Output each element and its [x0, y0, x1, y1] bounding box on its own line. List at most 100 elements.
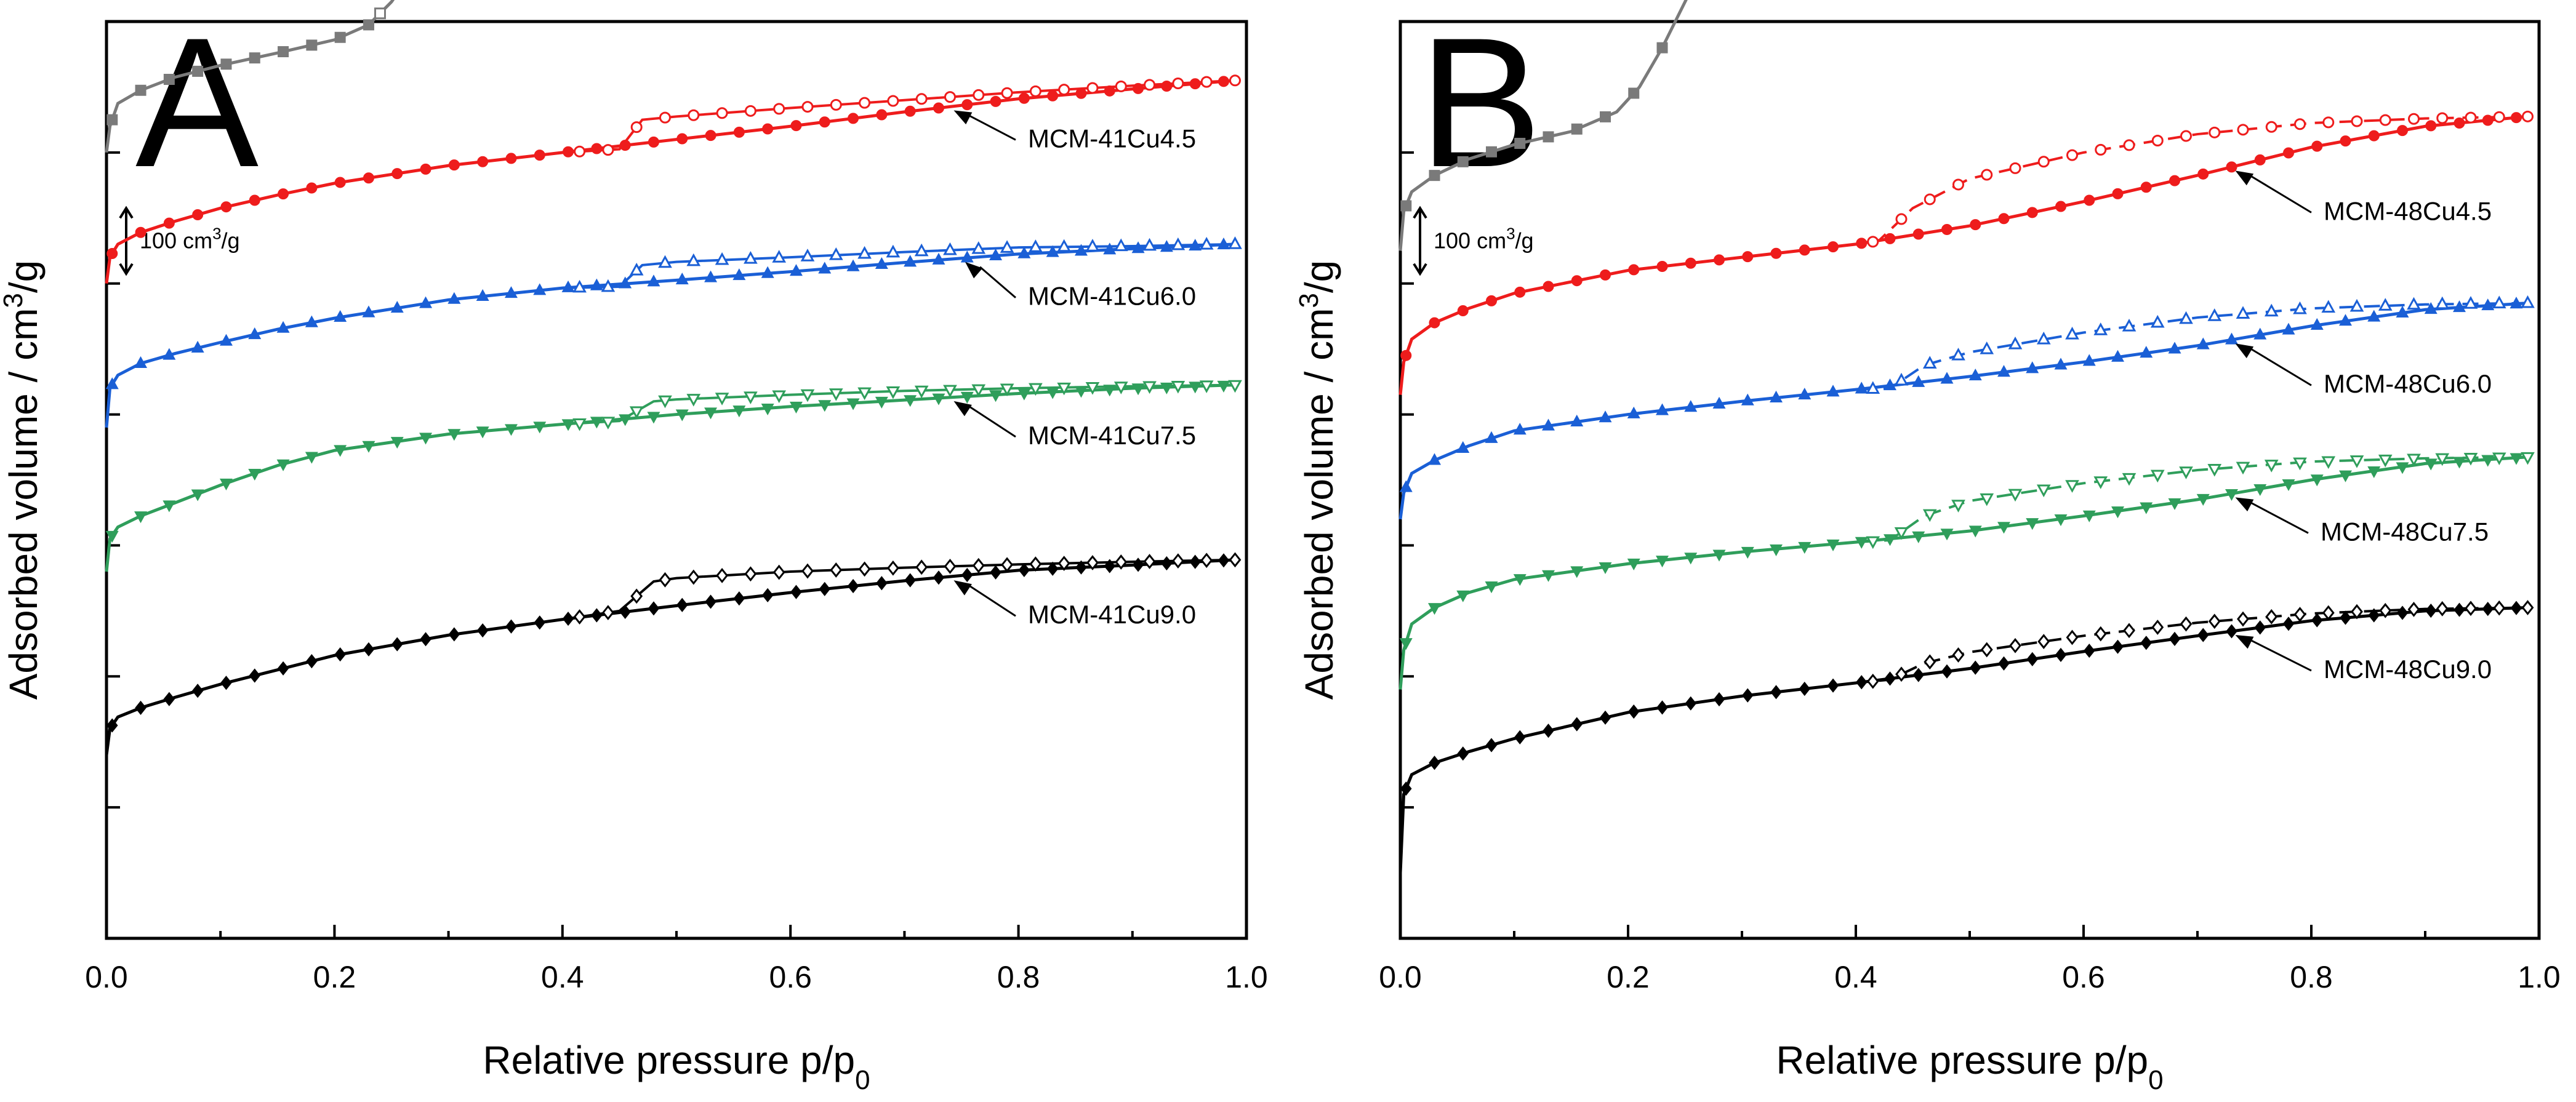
desorption-point: [857, 387, 872, 401]
desorption-point: [1199, 237, 1214, 250]
adsorption-point: [106, 248, 118, 259]
desorption-point: [2321, 456, 2336, 469]
adsorption-point: [2111, 506, 2124, 519]
desorption-point: [2378, 298, 2393, 311]
adsorption-point: [1217, 380, 1230, 393]
desorption-point: [800, 249, 815, 262]
adsorption-point: [220, 201, 232, 213]
adsorption-point: [1189, 239, 1202, 251]
adsorption-point: [2226, 161, 2237, 173]
label-arrowhead: [953, 401, 972, 417]
adsorption-point: [2482, 114, 2494, 126]
adsorption-point: [2225, 489, 2238, 501]
adsorption-point: [1713, 254, 1725, 266]
desorption-point: [2465, 601, 2477, 617]
desorption-point: [772, 250, 787, 263]
adsorption-point: [2226, 624, 2237, 639]
adsorption-point: [1742, 251, 1754, 262]
adsorption-point: [1399, 480, 1413, 492]
x-tick-label: 0.8: [997, 960, 1040, 994]
adsorption-point: [2396, 462, 2409, 474]
desorption-point: [1001, 557, 1014, 573]
adsorption-point: [135, 700, 146, 715]
adsorption-point: [1104, 85, 1115, 97]
adsorption-point: [334, 309, 347, 322]
desorption-point: [2264, 303, 2279, 317]
adsorption-point: [305, 315, 318, 327]
adsorption-point: [1997, 365, 2010, 377]
desorption-point: [2236, 461, 2250, 475]
label-leader: [979, 266, 1016, 298]
adsorption-point: [1429, 756, 1440, 770]
adsorption-point: [1485, 581, 1498, 594]
adsorption-point: [1827, 678, 1839, 693]
desorption-line: [1855, 606, 2528, 684]
adsorption-point: [1514, 137, 1526, 149]
adsorption-point: [1428, 453, 1441, 465]
desorption-point: [1113, 238, 1128, 252]
desorption-point: [943, 242, 957, 255]
panel-letter: A: [135, 0, 260, 206]
desorption-point: [574, 145, 586, 158]
adsorption-point: [2453, 457, 2466, 469]
desorption-point: [1867, 236, 1879, 248]
label-arrowhead: [953, 110, 973, 125]
adsorption-point: [390, 301, 404, 313]
desorption-point: [2094, 626, 2107, 642]
desorption-point: [2293, 607, 2306, 623]
desorption-point: [2150, 469, 2165, 483]
adsorption-point: [989, 248, 1003, 260]
desorption-point: [973, 89, 985, 101]
adsorption-point: [675, 273, 689, 285]
adsorption-point: [420, 632, 431, 647]
desorption-point: [2407, 113, 2420, 125]
adsorption-point: [1970, 219, 1981, 231]
adsorption-point: [1741, 546, 1754, 559]
label-arrowhead: [2235, 497, 2254, 512]
desorption-point: [715, 393, 729, 405]
desorption-point: [1142, 238, 1157, 251]
panel-b: 0.0 0.2 0.4 0.6 0.8 1.0 Relative pressure p/p0…: [1294, 0, 2561, 1095]
desorption-point: [830, 562, 843, 578]
desorption-point: [914, 385, 929, 399]
adsorption-point: [2084, 194, 2095, 206]
adsorption-point: [1160, 240, 1173, 252]
desorption-point: [886, 244, 901, 258]
desorption-point: [2151, 620, 2164, 635]
adsorption-point: [277, 661, 289, 676]
adsorption-point: [1104, 559, 1116, 573]
adsorption-point: [2340, 610, 2351, 625]
desorption-point: [1229, 74, 1241, 87]
adsorption-point: [163, 74, 175, 86]
desorption-point: [1143, 554, 1156, 569]
adsorption-point: [1103, 385, 1117, 397]
series-mcm-48cu9.0: MCM-48Cu9.0: [1398, 600, 2534, 873]
desorption-point: [1895, 666, 1908, 682]
desorption-point: [1029, 556, 1042, 572]
x-tick-label: 0.2: [1607, 960, 1650, 994]
desorption-point: [2265, 121, 2277, 133]
adsorption-point: [990, 565, 1001, 580]
adsorption-point: [2454, 602, 2465, 617]
desorption-point: [2293, 118, 2306, 130]
adsorption-point: [761, 403, 774, 416]
desorption-point: [2379, 114, 2391, 126]
desorption-point: [2093, 322, 2108, 335]
adsorption-point: [2282, 479, 2295, 492]
adsorption-point: [590, 278, 603, 290]
desorption-point: [658, 395, 672, 409]
adsorption-point: [591, 143, 603, 154]
adsorption-point: [2140, 346, 2153, 358]
desorption-point: [1086, 555, 1099, 570]
series-mcm-48cu4.5: MCM-48Cu4.5: [1398, 110, 2534, 395]
adsorption-point: [2425, 120, 2437, 132]
desorption-point: [2265, 609, 2278, 625]
adsorption-point: [789, 401, 803, 413]
adsorption-point: [192, 209, 204, 220]
desorption-point: [1866, 536, 1880, 549]
adsorption-point: [1656, 700, 1668, 715]
desorption-point: [1894, 527, 1909, 540]
label-arrowhead: [953, 580, 972, 596]
desorption-point: [2493, 600, 2506, 616]
adsorption-point: [1047, 90, 1059, 102]
